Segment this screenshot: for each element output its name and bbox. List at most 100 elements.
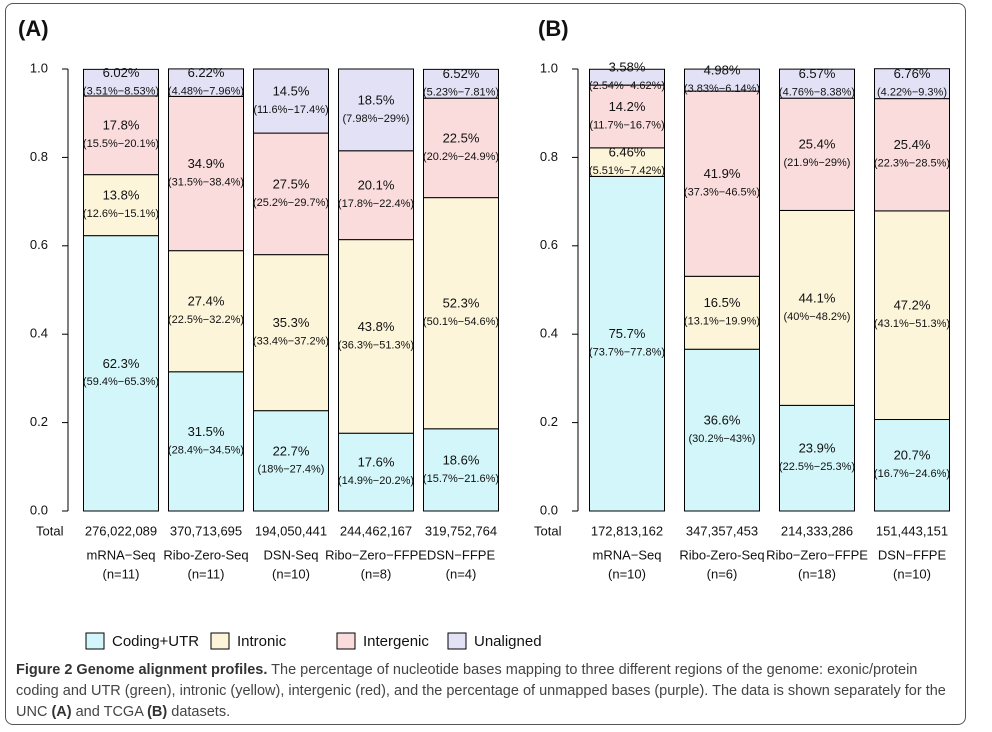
- range-label: (20.2%−24.9%): [423, 151, 499, 163]
- value-label: 44.1%: [799, 290, 836, 305]
- range-label: (13.1%−19.9%): [684, 316, 760, 328]
- total-value: 172,813,162: [591, 523, 663, 538]
- value-label: 62.3%: [103, 356, 140, 371]
- caption-ref: (A): [51, 704, 72, 720]
- range-label: (5.23%−7.81%): [423, 87, 499, 99]
- range-label: (14.9%−20.2%): [338, 475, 414, 487]
- range-label: (17.8%−22.4%): [338, 198, 414, 210]
- caption-ref: (B): [147, 704, 168, 720]
- range-label: (11.6%−17.4%): [253, 104, 328, 116]
- bar-segment: [684, 90, 760, 277]
- caption-text: and TCGA: [71, 704, 148, 720]
- panel-title: (B): [538, 16, 569, 41]
- bar-segment: [874, 68, 950, 100]
- bar-segment: [253, 410, 329, 512]
- total-value: 347,357,453: [686, 523, 758, 538]
- bar-segment: [779, 68, 855, 99]
- y-tick-label: 0.6: [540, 237, 558, 252]
- bar-segment: [423, 197, 499, 430]
- value-label: 27.5%: [273, 176, 310, 191]
- total-value: 214,333,286: [781, 523, 853, 538]
- value-label: 4.98%: [704, 63, 741, 78]
- bar-segment: [168, 95, 244, 252]
- range-label: (4.48%−7.96%): [168, 86, 244, 98]
- bar-segment: [338, 239, 414, 434]
- value-label: 17.6%: [358, 455, 395, 470]
- total-label: Total: [36, 523, 64, 538]
- x-tick-label: Ribo-Zero-Seq: [163, 547, 248, 562]
- total-value: 370,713,695: [170, 523, 242, 538]
- y-tick-label: 0.2: [30, 414, 48, 429]
- legend-label: Unaligned: [474, 633, 542, 650]
- value-label: 14.5%: [273, 83, 310, 98]
- y-tick-label: 1.0: [30, 60, 48, 75]
- value-label: 52.3%: [443, 296, 480, 311]
- total-label: Total: [534, 523, 562, 538]
- value-label: 6.52%: [443, 66, 480, 81]
- bar-segment: [253, 254, 329, 412]
- panel-title: (A): [18, 16, 49, 41]
- value-label: 22.7%: [273, 443, 310, 458]
- value-label: 18.5%: [358, 92, 395, 107]
- bar-segment: [83, 68, 159, 97]
- chart: (A) 0.0 0.2 0.4 0.6 0.8 1.0 Total 62.3% (59.4%−65…: [18, 16, 950, 650]
- value-label: 34.9%: [188, 156, 225, 171]
- range-label: (43.1%−51.3%): [874, 318, 950, 330]
- value-label: 36.6%: [704, 413, 741, 428]
- value-label: 14.2%: [609, 99, 646, 114]
- y-tick-label: 0.8: [30, 149, 48, 164]
- value-label: 25.4%: [799, 137, 836, 152]
- value-label: 43.8%: [358, 319, 395, 334]
- range-label: (40%−48.2%): [784, 311, 851, 323]
- range-label: (59.4%−65.3%): [83, 376, 159, 388]
- bar-segment: [338, 432, 414, 512]
- value-label: 6.76%: [894, 66, 931, 81]
- x-tick-label: mRNA−Seq: [87, 547, 156, 562]
- range-label: (28.4%−34.5%): [168, 444, 244, 456]
- n-label: (n=4): [446, 566, 477, 581]
- caption-text: datasets.: [167, 704, 231, 720]
- x-tick-label: DSN-Seq: [264, 547, 319, 562]
- range-label: (22.5%−25.3%): [779, 461, 855, 473]
- value-label: 75.7%: [609, 326, 646, 341]
- y-tick-label: 1.0: [540, 60, 558, 75]
- range-label: (15.7%−21.6%): [423, 473, 499, 485]
- value-label: 47.2%: [894, 298, 931, 313]
- bar-segment: [253, 68, 329, 134]
- n-label: (n=11): [103, 566, 140, 581]
- legend-label: Coding+UTR: [112, 633, 199, 650]
- bar-segment: [779, 209, 855, 406]
- caption-text: The percentage of nucleotide bases mappi…: [16, 662, 946, 720]
- value-label: 25.4%: [894, 137, 931, 152]
- x-tick-label: mRNA−Seq: [593, 547, 662, 562]
- n-label: (n=6): [707, 566, 738, 581]
- y-tick-label: 0.4: [540, 326, 558, 341]
- x-tick-label: Ribo-Zero-Seq: [679, 547, 764, 562]
- range-label: (16.7%−24.6%): [874, 468, 950, 480]
- total-value: 194,050,441: [255, 523, 327, 538]
- bar-segment: [684, 348, 760, 512]
- legend-swatch: [447, 632, 467, 650]
- caption: Figure 2 Genome alignment profiles. The …: [16, 660, 951, 723]
- value-label: 20.1%: [358, 178, 395, 193]
- range-label: (25.2%−29.7%): [253, 197, 329, 209]
- value-label: 13.8%: [103, 188, 140, 203]
- bar-segment: [423, 428, 499, 512]
- legend-swatch: [210, 632, 230, 650]
- range-label: (15.5%−20.1%): [83, 138, 159, 150]
- range-label: (2.54%−4.62%): [589, 80, 665, 92]
- x-tick-label: DSN−FFPE: [427, 547, 496, 562]
- bar-segment: [338, 150, 414, 241]
- y-tick-label: 0.0: [540, 502, 558, 517]
- n-label: (n=10): [272, 566, 310, 581]
- bar-segment: [168, 250, 244, 373]
- n-label: (n=8): [361, 566, 392, 581]
- bar-segment: [779, 97, 855, 211]
- bar-segment: [83, 235, 159, 512]
- value-label: 22.5%: [443, 130, 480, 145]
- legend-swatch: [336, 632, 356, 650]
- bar-segment: [589, 147, 665, 177]
- range-label: (5.51%−7.42%): [589, 165, 665, 177]
- y-tick-label: 0.4: [30, 326, 48, 341]
- range-label: (37.3%−46.5%): [684, 187, 760, 199]
